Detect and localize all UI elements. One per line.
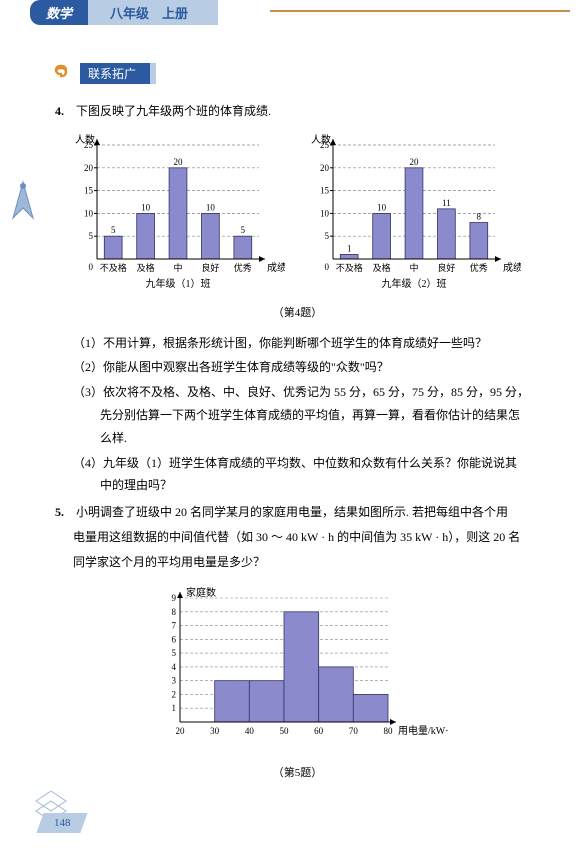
svg-text:6: 6	[171, 634, 176, 644]
svg-text:8: 8	[171, 606, 176, 616]
svg-text:0: 0	[89, 262, 94, 272]
svg-text:优秀: 优秀	[234, 262, 252, 273]
svg-text:40: 40	[244, 726, 254, 736]
svg-text:11: 11	[442, 198, 451, 208]
svg-text:5: 5	[89, 231, 94, 241]
question-5: 5. 小明调查了班级中 20 名同学某月的家庭用电量，结果如图所示. 若把每组中…	[55, 501, 540, 524]
q4-sub4b: 中的理由吗？	[100, 474, 540, 497]
chain-link-icon	[50, 60, 74, 84]
svg-text:15: 15	[84, 185, 94, 195]
header-grade: 八年级 上册	[80, 0, 218, 25]
chart-row-q4: 5101520255不及格10及格20中10良好5优秀人数成绩九年级（1）班0 …	[65, 129, 540, 299]
question-4: 4. 下图反映了九年级两个班的体育成绩.	[55, 100, 540, 123]
histogram-electricity: 1 2 3 4 5 6 7 8 9 20 30 40 50 60 70 80 家庭数用电量/kW·h	[148, 582, 448, 752]
svg-text:家庭数: 家庭数	[186, 586, 216, 599]
svg-text:20: 20	[410, 157, 420, 167]
q4-sub2: （2）你能从图中观察出各班学生体育成绩等级的"众数"吗？	[73, 356, 540, 379]
svg-text:20: 20	[174, 157, 184, 167]
svg-text:不及格: 不及格	[100, 262, 127, 273]
q4-sub1: （1）不用计算，根据条形统计图，你能判断哪个班学生的体育成绩好一些吗？	[73, 332, 540, 355]
svg-text:10: 10	[84, 208, 94, 218]
svg-text:不及格: 不及格	[336, 262, 363, 273]
q4-caption: （第4题）	[55, 303, 540, 324]
svg-text:成绩: 成绩	[267, 261, 285, 274]
page-header: 八年级 上册 数学	[0, 0, 580, 24]
svg-text:及格: 及格	[137, 262, 155, 273]
header-subject: 数学	[30, 0, 88, 25]
svg-text:用电量/kW·h: 用电量/kW·h	[398, 724, 448, 737]
svg-text:人数: 人数	[311, 133, 331, 146]
svg-text:10: 10	[206, 202, 216, 212]
svg-text:60: 60	[314, 726, 324, 736]
q4-text: 下图反映了九年级两个班的体育成绩.	[76, 104, 271, 118]
q5-number: 5.	[55, 501, 73, 524]
page-number-value: 148	[54, 813, 71, 833]
svg-text:80: 80	[383, 726, 393, 736]
svg-text:中: 中	[409, 262, 418, 273]
q5-caption: （第5题）	[55, 763, 540, 784]
svg-text:5: 5	[171, 648, 176, 658]
svg-text:10: 10	[377, 202, 387, 212]
svg-text:5: 5	[111, 225, 116, 235]
section-label: 联系拓广	[80, 63, 156, 84]
svg-text:良好: 良好	[201, 262, 219, 273]
q5-line2: 电量用这组数据的中间值代替（如 30 ～ 40 kW · h 的中间值为 35 …	[73, 526, 540, 549]
q4-sub4a: （4）九年级（1）班学生体育成绩的平均数、中位数和众数有什么关系？你能说说其	[73, 452, 540, 475]
bar-chart-class2: 5101520251不及格10及格20中11良好8优秀人数成绩九年级（2）班0	[301, 129, 521, 299]
compass-icon	[8, 180, 38, 220]
svg-text:50: 50	[279, 726, 289, 736]
svg-text:20: 20	[175, 726, 185, 736]
page-content: 4. 下图反映了九年级两个班的体育成绩. 5101520255不及格10及格20…	[55, 100, 540, 784]
header-rule	[270, 10, 570, 12]
q4-sub3c: 么样.	[100, 427, 540, 450]
svg-text:3: 3	[171, 675, 176, 685]
svg-text:8: 8	[477, 211, 482, 221]
svg-text:20: 20	[84, 163, 94, 173]
svg-text:10: 10	[320, 208, 330, 218]
q4-sub3b: 先分别估算一下两个班学生体育成绩的平均值，再算一算，看看你估计的结果怎	[100, 404, 540, 427]
svg-text:5: 5	[241, 225, 246, 235]
svg-text:15: 15	[320, 185, 330, 195]
svg-text:优秀: 优秀	[470, 262, 488, 273]
svg-text:5: 5	[325, 231, 330, 241]
q5-line1: 小明调查了班级中 20 名同学某月的家庭用电量，结果如图所示. 若把每组中各个用	[76, 505, 508, 519]
svg-text:9: 9	[171, 593, 176, 603]
svg-text:4: 4	[171, 662, 176, 672]
svg-text:20: 20	[320, 163, 330, 173]
svg-text:九年级（2）班: 九年级（2）班	[382, 277, 447, 290]
svg-text:1: 1	[171, 703, 176, 713]
bar-chart-class1: 5101520255不及格10及格20中10良好5优秀人数成绩九年级（1）班0	[65, 129, 285, 299]
q4-number: 4.	[55, 100, 73, 123]
svg-text:1: 1	[347, 243, 352, 253]
svg-text:10: 10	[141, 202, 151, 212]
svg-text:良好: 良好	[437, 262, 455, 273]
svg-text:成绩: 成绩	[503, 261, 521, 274]
q5-line3: 同学家这个月的平均用电量是多少？	[73, 551, 540, 574]
svg-text:及格: 及格	[373, 262, 391, 273]
svg-text:九年级（1）班: 九年级（1）班	[146, 277, 211, 290]
svg-text:2: 2	[171, 689, 176, 699]
page-number: 148	[40, 813, 84, 833]
svg-text:0: 0	[325, 262, 330, 272]
svg-text:30: 30	[210, 726, 220, 736]
q4-sub3a: （3）依次将不及格、及格、中、良好、优秀记为 55 分，65 分，75 分，85…	[73, 381, 540, 404]
svg-text:人数: 人数	[75, 133, 95, 146]
svg-text:7: 7	[171, 620, 176, 630]
svg-text:中: 中	[173, 262, 182, 273]
svg-text:70: 70	[348, 726, 358, 736]
